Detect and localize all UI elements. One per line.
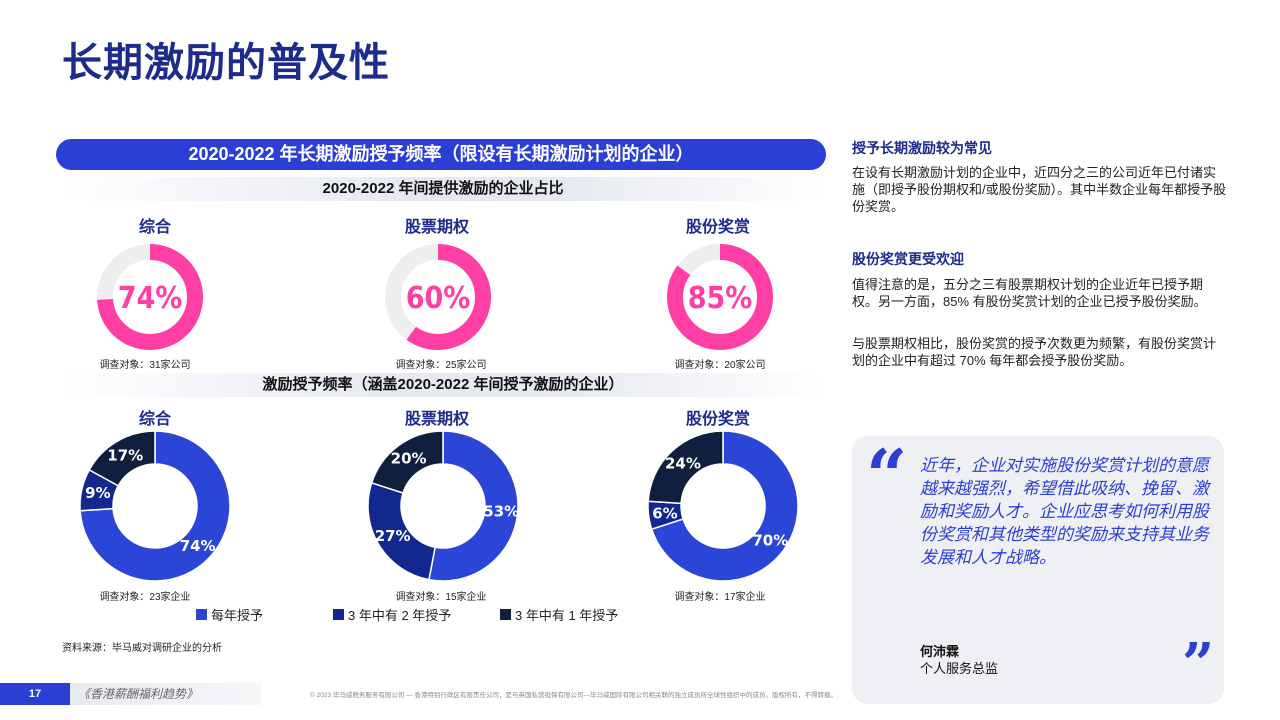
donut-slice-label: 20% xyxy=(391,450,427,468)
ring-value-arc xyxy=(667,244,773,350)
footer-copyright: © 2023 毕马威税务服务有限公司 — 香港特别行政区有限责任公司，是与英国私… xyxy=(310,692,837,699)
legend-label: 3 年中有 2 年授予 xyxy=(348,608,452,623)
legend-swatch xyxy=(196,609,207,620)
ring-value-arc xyxy=(385,244,491,350)
donut-slice-label: 9% xyxy=(85,484,110,502)
donut-slice-label: 27% xyxy=(375,527,411,545)
donut-slice xyxy=(647,430,724,505)
source-note: 资料来源：毕马威对调研企业的分析 xyxy=(62,643,222,654)
side-paragraph-2: 值得注意的是，五分之三有股票期权计划的企业近年已授予期权。另一方面，85% 有股… xyxy=(852,277,1207,309)
ring2-sample: 调查对象：25家公司 xyxy=(395,360,487,371)
ring-percent-label: 74% xyxy=(118,281,183,316)
quote-open-icon: “ xyxy=(866,433,908,518)
section2-title: 激励授予频率（涵盖2020-2022 年间授予激励的企业） xyxy=(62,373,824,397)
donut-slice xyxy=(370,430,444,494)
side-paragraph-1: 在设有长期激励计划的企业中，近四分之三的公司近年已付诸实施（即授予股份期权和/或… xyxy=(852,165,1227,214)
ring-percent-label: 85% xyxy=(688,281,753,316)
legend-item-two-of-three: 3 年中有 2 年授予 xyxy=(333,605,451,624)
donut1-sample: 调查对象：23家企业 xyxy=(99,592,191,603)
donut-slice-label: 24% xyxy=(665,454,701,472)
legend-item-one-of-three: 3 年中有 1 年授予 xyxy=(500,605,618,624)
ring3-sample: 调查对象：20家公司 xyxy=(674,360,766,371)
donut2-title: 股票期权 xyxy=(404,411,469,428)
donut-slice-label: 53% xyxy=(483,503,519,521)
page-number: 17 xyxy=(0,683,70,705)
publication-name: 《香港薪酬福利趋势》 xyxy=(70,683,262,705)
ring3-title: 股份奖赏 xyxy=(685,219,750,236)
donut-slice xyxy=(88,430,156,487)
quote-role: 个人服务总监 xyxy=(920,661,999,676)
donut-slice xyxy=(428,430,519,582)
ring1-title: 综合 xyxy=(138,219,171,236)
ring-value-arc xyxy=(97,244,203,350)
ring-percent-label: 60% xyxy=(406,281,471,316)
quote-box xyxy=(852,436,1224,704)
side-heading-1: 授予长期激励较为常见 xyxy=(852,140,992,156)
donut1-title: 综合 xyxy=(138,411,171,428)
quote-close-icon: ” xyxy=(1182,631,1215,697)
side-paragraph-3: 与股票期权相比，股份奖赏的授予次数更为频繁，有股份奖赏计划的企业中有超过 70%… xyxy=(852,336,1217,368)
page-title: 长期激励的普及性 xyxy=(62,41,390,85)
donut3-title: 股份奖赏 xyxy=(685,411,750,428)
donut-slice xyxy=(650,430,799,582)
legend-swatch xyxy=(500,609,511,620)
donut-slice-label: 6% xyxy=(652,504,677,522)
donut-slice xyxy=(79,430,231,582)
donut-slice-label: 70% xyxy=(752,531,788,549)
quote-person: 何沛霖 xyxy=(920,644,960,659)
section1-title: 2020-2022 年间提供激励的企业占比 xyxy=(62,177,824,201)
chart-banner: 2020-2022 年长期激励授予频率（限设有长期激励计划的企业） xyxy=(56,139,826,170)
donut3-sample: 调查对象：17家企业 xyxy=(674,592,766,603)
legend-label: 每年授予 xyxy=(211,608,264,623)
quote-text: 近年，企业对实施股份奖赏计划的意愿越来越强烈，希望借此吸纳、挽留、激励和奖励人才… xyxy=(920,456,1209,567)
donut-slice-label: 17% xyxy=(107,447,143,465)
legend-item-annual: 每年授予 xyxy=(196,605,263,624)
side-heading-2: 股份奖赏更受欢迎 xyxy=(852,251,964,267)
ring1-sample: 调查对象：31家公司 xyxy=(99,360,191,371)
donut-slice-label: 74% xyxy=(180,537,216,555)
donut2-sample: 调查对象：15家企业 xyxy=(395,592,487,603)
legend-label: 3 年中有 1 年授予 xyxy=(515,608,619,623)
ring2-title: 股票期权 xyxy=(404,219,469,236)
legend-swatch xyxy=(333,609,344,620)
charts-svg: 74% 60% 85% 74% 9% 17% 53% 27% 20% 70% 6% 24% xyxy=(79,244,799,582)
